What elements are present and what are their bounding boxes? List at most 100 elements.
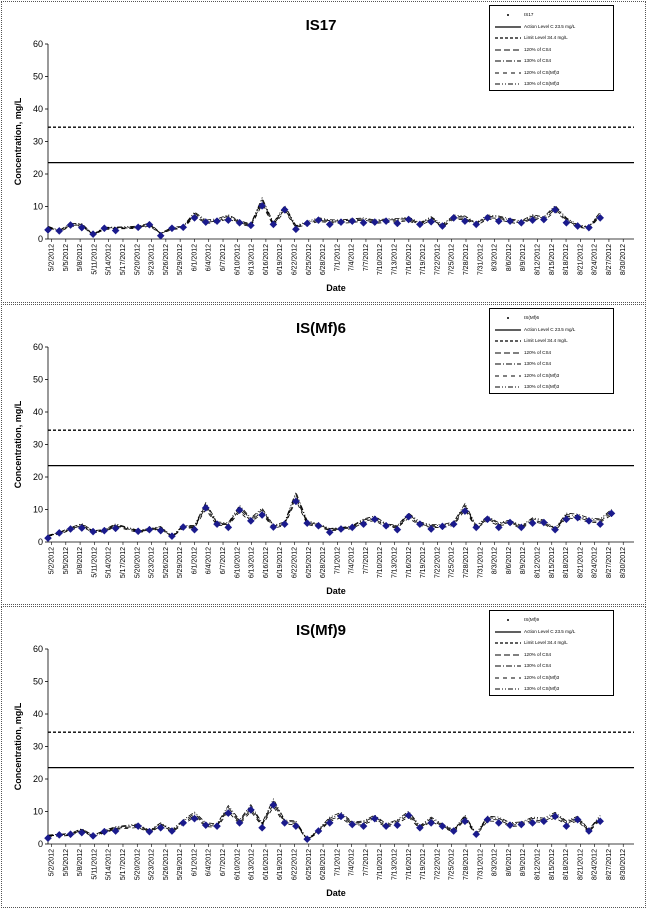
x-tick-label: 7/28/2012 [463, 244, 470, 275]
data-point [596, 520, 605, 529]
legend: IS(Mf)9 Action Level C 23.5 mg/L Limit Lev… [489, 610, 614, 696]
legend-entry: Action Level C 23.5 mg/L [490, 325, 613, 336]
data-point [382, 217, 390, 226]
data-point [472, 830, 481, 839]
data-point [66, 221, 75, 229]
x-tick-label: 6/25/2012 [306, 244, 313, 275]
x-tick-label: 7/4/2012 [349, 244, 356, 271]
x-tick-label: 7/7/2012 [363, 849, 370, 876]
data-point [325, 818, 334, 827]
x-tick-label: 8/21/2012 [577, 547, 584, 578]
legend-label: 120% of CS4 [524, 651, 552, 657]
trend-line-2 [47, 198, 601, 235]
x-tick-label: 7/25/2012 [449, 244, 456, 275]
x-tick-label: 6/4/2012 [206, 547, 213, 574]
legend-label: Limit Level 34.4 mg/L [524, 35, 568, 40]
x-tick-label: 8/27/2012 [606, 849, 613, 880]
data-point [370, 814, 379, 823]
x-tick-label: 7/4/2012 [349, 547, 356, 574]
x-tick-label: 7/4/2012 [349, 849, 356, 876]
trend-line-2 [47, 800, 601, 841]
x-tick-label: 8/30/2012 [620, 244, 627, 275]
x-tick-label: 7/22/2012 [434, 849, 441, 880]
data-point [77, 828, 86, 837]
chart-panel-is-mf-6: IS(Mf)6 0 10 20 30 40 50 60 Concentration, mg/L 5… [1, 304, 646, 605]
x-tick-label: 5/20/2012 [134, 244, 141, 275]
x-tick-label: 5/8/2012 [77, 547, 84, 574]
x-tick-label: 7/16/2012 [406, 849, 413, 880]
x-tick-label: 8/12/2012 [534, 849, 541, 880]
x-tick-label: 5/29/2012 [177, 244, 184, 275]
legend-label: Limit Level 34.4 mg/L [524, 640, 568, 645]
x-tick-label: 7/31/2012 [477, 849, 484, 880]
data-point [258, 201, 266, 210]
data-point [461, 817, 469, 826]
x-tick-label: 7/31/2012 [477, 244, 484, 275]
legend: IS(Mf)6 Action Level C 23.5 mg/L Limit Lev… [489, 308, 614, 394]
chart-title: IS(Mf)6 [296, 320, 346, 337]
legend-entry: 120% of CS4 [490, 348, 613, 359]
data-point [438, 222, 447, 230]
data-point [55, 831, 64, 839]
x-tick-label: 6/28/2012 [320, 849, 327, 880]
data-point [179, 818, 188, 827]
x-tick-label: 7/25/2012 [449, 547, 456, 578]
legend-entry: 130% of CS4 [490, 359, 613, 370]
legend-label: 130% of CS(Mf)3 [524, 384, 560, 389]
legend-label: IS17 [524, 12, 534, 17]
data-point [438, 822, 447, 831]
data-point [66, 830, 75, 839]
data-point [292, 497, 300, 506]
data-point [382, 521, 390, 530]
x-tick-label: 5/11/2012 [91, 849, 98, 880]
data-point [111, 226, 120, 235]
x-tick-label: 8/6/2012 [506, 244, 513, 271]
x-tick-label: 5/29/2012 [177, 849, 184, 880]
data-point [539, 817, 548, 826]
x-tick-label: 6/13/2012 [249, 849, 256, 880]
data-point [393, 821, 402, 830]
data-point [292, 225, 300, 234]
data-point [562, 515, 571, 524]
x-tick-label: 5/20/2012 [134, 849, 141, 880]
data-point [517, 218, 526, 227]
data-point [100, 827, 109, 836]
data-point [213, 217, 221, 226]
trend-line-3 [47, 499, 612, 538]
x-tick-label: 8/24/2012 [592, 244, 599, 275]
y-tick-label: 0 [38, 839, 43, 849]
data-point [269, 523, 278, 531]
data-point [416, 520, 424, 529]
legend-swatch [495, 688, 521, 690]
legend-swatch [495, 83, 521, 85]
data-point [506, 518, 514, 527]
y-axis-label: Concentration, mg/L [13, 97, 23, 185]
legend-entry: Limit Level 34.4 mg/L [490, 336, 613, 347]
y-tick-label: 0 [38, 234, 43, 244]
legend-entry: 120% of CS4 [490, 45, 613, 56]
x-tick-label: 5/23/2012 [149, 849, 156, 880]
data-point [551, 205, 559, 214]
chart-svg: IS(Mf)9 0 10 20 30 40 50 60 Concentration, mg/L 5… [13, 622, 634, 898]
data-point [100, 526, 109, 535]
y-tick-label: 50 [33, 375, 43, 385]
x-tick-label: 8/30/2012 [620, 547, 627, 578]
y-tick-label: 40 [33, 407, 43, 417]
legend-label: 120% of CS4 [524, 349, 552, 355]
x-tick-label: 6/16/2012 [263, 547, 270, 578]
legend-entry: 130% of CS(Mf)3 [490, 684, 613, 695]
x-tick-label: 8/3/2012 [492, 244, 499, 271]
legend-label: Action Level C 23.5 mg/L [524, 23, 576, 29]
data-point [168, 532, 176, 541]
x-tick-label: 8/9/2012 [520, 547, 527, 574]
x-tick-label: 5/23/2012 [149, 547, 156, 578]
data-point [168, 224, 176, 233]
x-tick-label: 5/17/2012 [120, 547, 127, 578]
data-point [77, 223, 86, 232]
data-point [77, 524, 86, 532]
data-point [528, 519, 537, 528]
x-tick-label: 8/6/2012 [506, 547, 513, 574]
x-tick-label: 5/14/2012 [106, 849, 113, 880]
chart-panel-is17: IS17 0 10 20 30 40 50 60 Concentration, mg/L 5/2/… [1, 1, 646, 303]
data-point [224, 809, 233, 818]
